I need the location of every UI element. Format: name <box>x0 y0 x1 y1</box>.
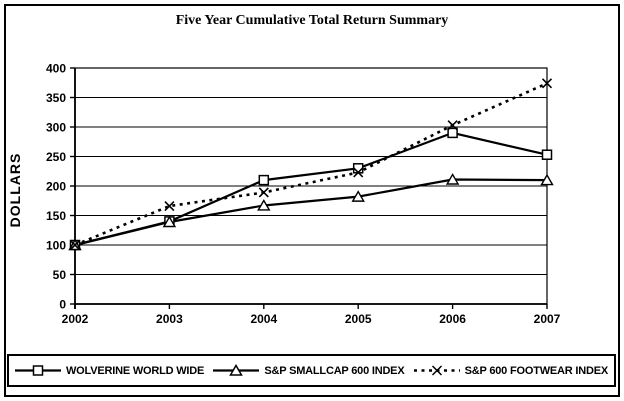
x-axis-label: 2007 <box>534 312 561 326</box>
x-axis-label: 2002 <box>62 312 89 326</box>
y-axis-label: 400 <box>46 62 66 76</box>
marker-triangle <box>257 199 271 211</box>
y-axis-label: 150 <box>46 209 66 223</box>
legend-marker-x-icon <box>413 365 460 376</box>
marker-x <box>164 200 175 212</box>
y-axis-label: 300 <box>46 121 66 135</box>
legend-label: WOLVERINE WORLD WIDE <box>66 364 205 377</box>
legend-item: S&P SMALLCAP 600 INDEX <box>213 364 405 377</box>
y-axis-label: 350 <box>46 91 66 105</box>
y-axis-label: 100 <box>46 239 66 253</box>
marker-triangle <box>162 215 177 228</box>
x-axis-label: 2003 <box>156 312 183 326</box>
marker-x <box>69 239 81 251</box>
legend-marker-triangle-icon <box>213 364 260 376</box>
x-axis-label: 2004 <box>250 312 277 326</box>
marker-triangle <box>540 173 554 186</box>
y-axis-label: 50 <box>53 268 67 282</box>
chart-frame <box>4 4 620 397</box>
legend-item: S&P 600 FOOTWEAR INDEX <box>413 364 609 377</box>
legend-label: S&P SMALLCAP 600 INDEX <box>264 364 405 377</box>
series-line-x <box>74 82 548 247</box>
marker-square <box>447 127 458 139</box>
marker-square <box>541 149 553 160</box>
marker-triangle <box>351 190 365 202</box>
line-chart-plot: 0 50 100 150 200 250 300 350 400 2002 2003 2004 2005… <box>7 62 561 327</box>
y-axis-label: 200 <box>46 180 66 194</box>
chart-legend: WOLVERINE WORLD WIDE S&P SMALLCAP 600 IND… <box>7 354 616 387</box>
marker-x <box>447 120 458 131</box>
series-line-triangle <box>74 178 548 247</box>
x-axis-label: 2005 <box>345 312 372 326</box>
legend-item: WOLVERINE WORLD WIDE <box>15 364 204 377</box>
x-axis-label: 2006 <box>439 312 466 326</box>
marker-x <box>258 187 269 198</box>
y-axis-label: 250 <box>46 150 66 164</box>
y-axis-label: 0 <box>59 298 66 312</box>
marker-triangle <box>445 173 460 185</box>
legend-marker-square-icon <box>15 365 61 376</box>
y-axis-title: DOLLARS <box>7 153 23 228</box>
legend-label: S&P 600 FOOTWEAR INDEX <box>464 364 609 377</box>
marker-square <box>258 174 270 186</box>
marker-x <box>353 167 364 178</box>
marker-x <box>541 78 553 89</box>
chart-title: Five Year Cumulative Total Return Summar… <box>175 13 449 28</box>
